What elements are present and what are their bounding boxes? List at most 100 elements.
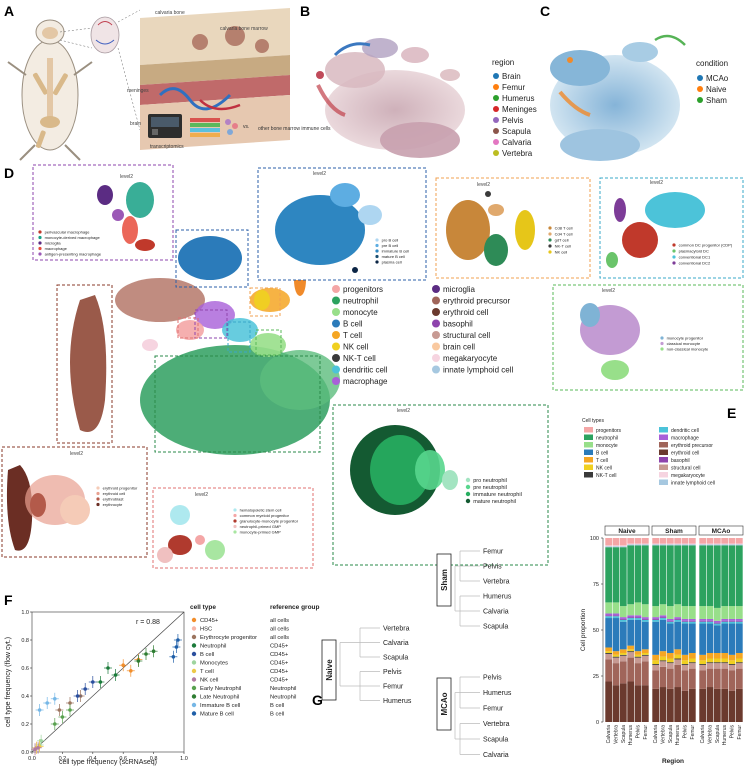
bar-segment <box>735 623 743 653</box>
bar-segment <box>681 606 689 619</box>
bar-segment <box>688 653 696 659</box>
legend-neut-swatch <box>465 491 471 497</box>
panel-letter-a: A <box>4 3 14 19</box>
bar-segment <box>634 543 642 545</box>
bar-segment <box>641 685 649 722</box>
bar-segment <box>659 619 667 652</box>
legend-f-item: Erythrocyte progenitor <box>200 635 257 641</box>
bar-segment <box>713 688 721 722</box>
legend-bcell-item: pre B cell <box>382 243 399 248</box>
bar-segment <box>612 656 620 658</box>
legend-e-item: erythroid cell <box>671 451 699 457</box>
bar-segment <box>706 620 714 622</box>
bar-segment <box>681 621 689 624</box>
bar-segment <box>728 544 736 546</box>
panel-c: C condition MCAo Naive Sham <box>540 3 729 161</box>
bar-segment <box>713 668 721 689</box>
x-tick-label: Femur <box>690 725 696 740</box>
data-point <box>39 739 43 743</box>
legend-tcell-item: gdT cell <box>555 237 569 242</box>
y-tick-label: 50 <box>593 628 599 634</box>
x-tick-label: 0.4 <box>89 756 97 762</box>
bar-segment <box>666 545 674 607</box>
legend-region-swatch <box>493 128 499 134</box>
bar-segment <box>699 660 707 665</box>
data-point <box>53 722 57 726</box>
bar-segment <box>634 538 642 544</box>
legend-dc-item: plasmacytoid DC <box>679 248 709 253</box>
bar-segment <box>619 655 627 662</box>
bar-segment <box>634 656 642 658</box>
legend-prog-item: common myeloid progenitor <box>240 513 290 518</box>
bar-segment <box>735 621 743 624</box>
bar-segment <box>681 543 689 545</box>
bar-segment <box>659 545 667 605</box>
bar-segment <box>706 623 714 653</box>
facet-label: Naive <box>618 528 636 535</box>
legend-f: cell type reference group CD45+ all cells HS… <box>190 604 320 718</box>
legend-e-item: megakaryocyte <box>671 473 705 479</box>
bar-segment <box>688 668 696 689</box>
legend-e-swatch <box>584 434 593 440</box>
bar-segment <box>641 649 649 653</box>
bar-segment <box>641 621 649 650</box>
legend-f-item: CD45+ <box>200 618 219 624</box>
bar-segment <box>619 653 627 655</box>
bar-segment <box>699 670 707 689</box>
bar-segment <box>634 685 642 722</box>
inset-ery-title: level2 <box>70 451 83 457</box>
bar-segment <box>681 664 689 671</box>
bar-segment <box>681 690 689 722</box>
legend-celltype-swatch <box>432 296 440 305</box>
bar-segment <box>681 618 689 621</box>
panel-f: F 0.0 0.2 0.4 0.6 0.8 1.0 0.0 0.2 0.4 0.6 0.8 1.0 ce… <box>4 592 320 766</box>
legend-celltype-swatch <box>432 319 440 328</box>
bar-segment <box>652 619 660 622</box>
x-tick-label: Pelvis <box>730 725 736 739</box>
x-tick-label: 0.0 <box>28 756 36 762</box>
data-point <box>151 649 156 653</box>
legend-dc-item: common DC progenitor (CDP) <box>679 242 733 247</box>
data-point <box>53 697 57 701</box>
inset-prog-title: level2 <box>195 492 208 498</box>
legend-celltype-swatch <box>432 308 440 316</box>
legend-bcell-item: mature B cell <box>382 254 405 259</box>
x-axis-label: Region <box>662 758 684 765</box>
legend-e-item: structural cell <box>671 466 700 472</box>
data-point <box>83 687 87 691</box>
legend-celltype-swatch <box>432 342 440 351</box>
legend-condition-item: Naive <box>706 85 727 94</box>
bar-segment <box>659 656 667 661</box>
legend-f-item: Late Neutrophil <box>200 695 239 701</box>
bar-segment <box>713 623 721 626</box>
bar-segment <box>674 538 682 544</box>
data-point <box>37 708 42 712</box>
bar-segment <box>713 625 721 653</box>
umap-region <box>316 38 465 158</box>
legend-region-item: Femur <box>502 83 525 92</box>
bar-segment <box>641 655 649 662</box>
legend-bcell-item: pro B cell <box>382 237 399 242</box>
bar-segment <box>728 538 736 544</box>
x-tick-label: Pelvis <box>683 725 689 739</box>
bar-segment <box>627 619 635 646</box>
bar-segment <box>627 604 635 616</box>
naive-leaf: Calvaria <box>383 640 409 647</box>
legend-prog-swatch <box>233 519 237 523</box>
legend-mac-swatch <box>38 252 42 256</box>
legend-f-item: T cell <box>200 669 214 675</box>
panel-a: A <box>4 3 331 161</box>
bar-segment <box>612 663 620 686</box>
bar-segment <box>605 546 613 548</box>
bar-segment <box>674 619 682 622</box>
legend-e-item: basophil <box>671 458 690 464</box>
bar-segment <box>605 651 613 653</box>
bar-segment <box>605 547 613 603</box>
legend-e-swatch <box>659 434 668 440</box>
bar-segment <box>634 654 642 657</box>
bar-segment <box>728 623 736 655</box>
bar-segment <box>605 653 613 660</box>
